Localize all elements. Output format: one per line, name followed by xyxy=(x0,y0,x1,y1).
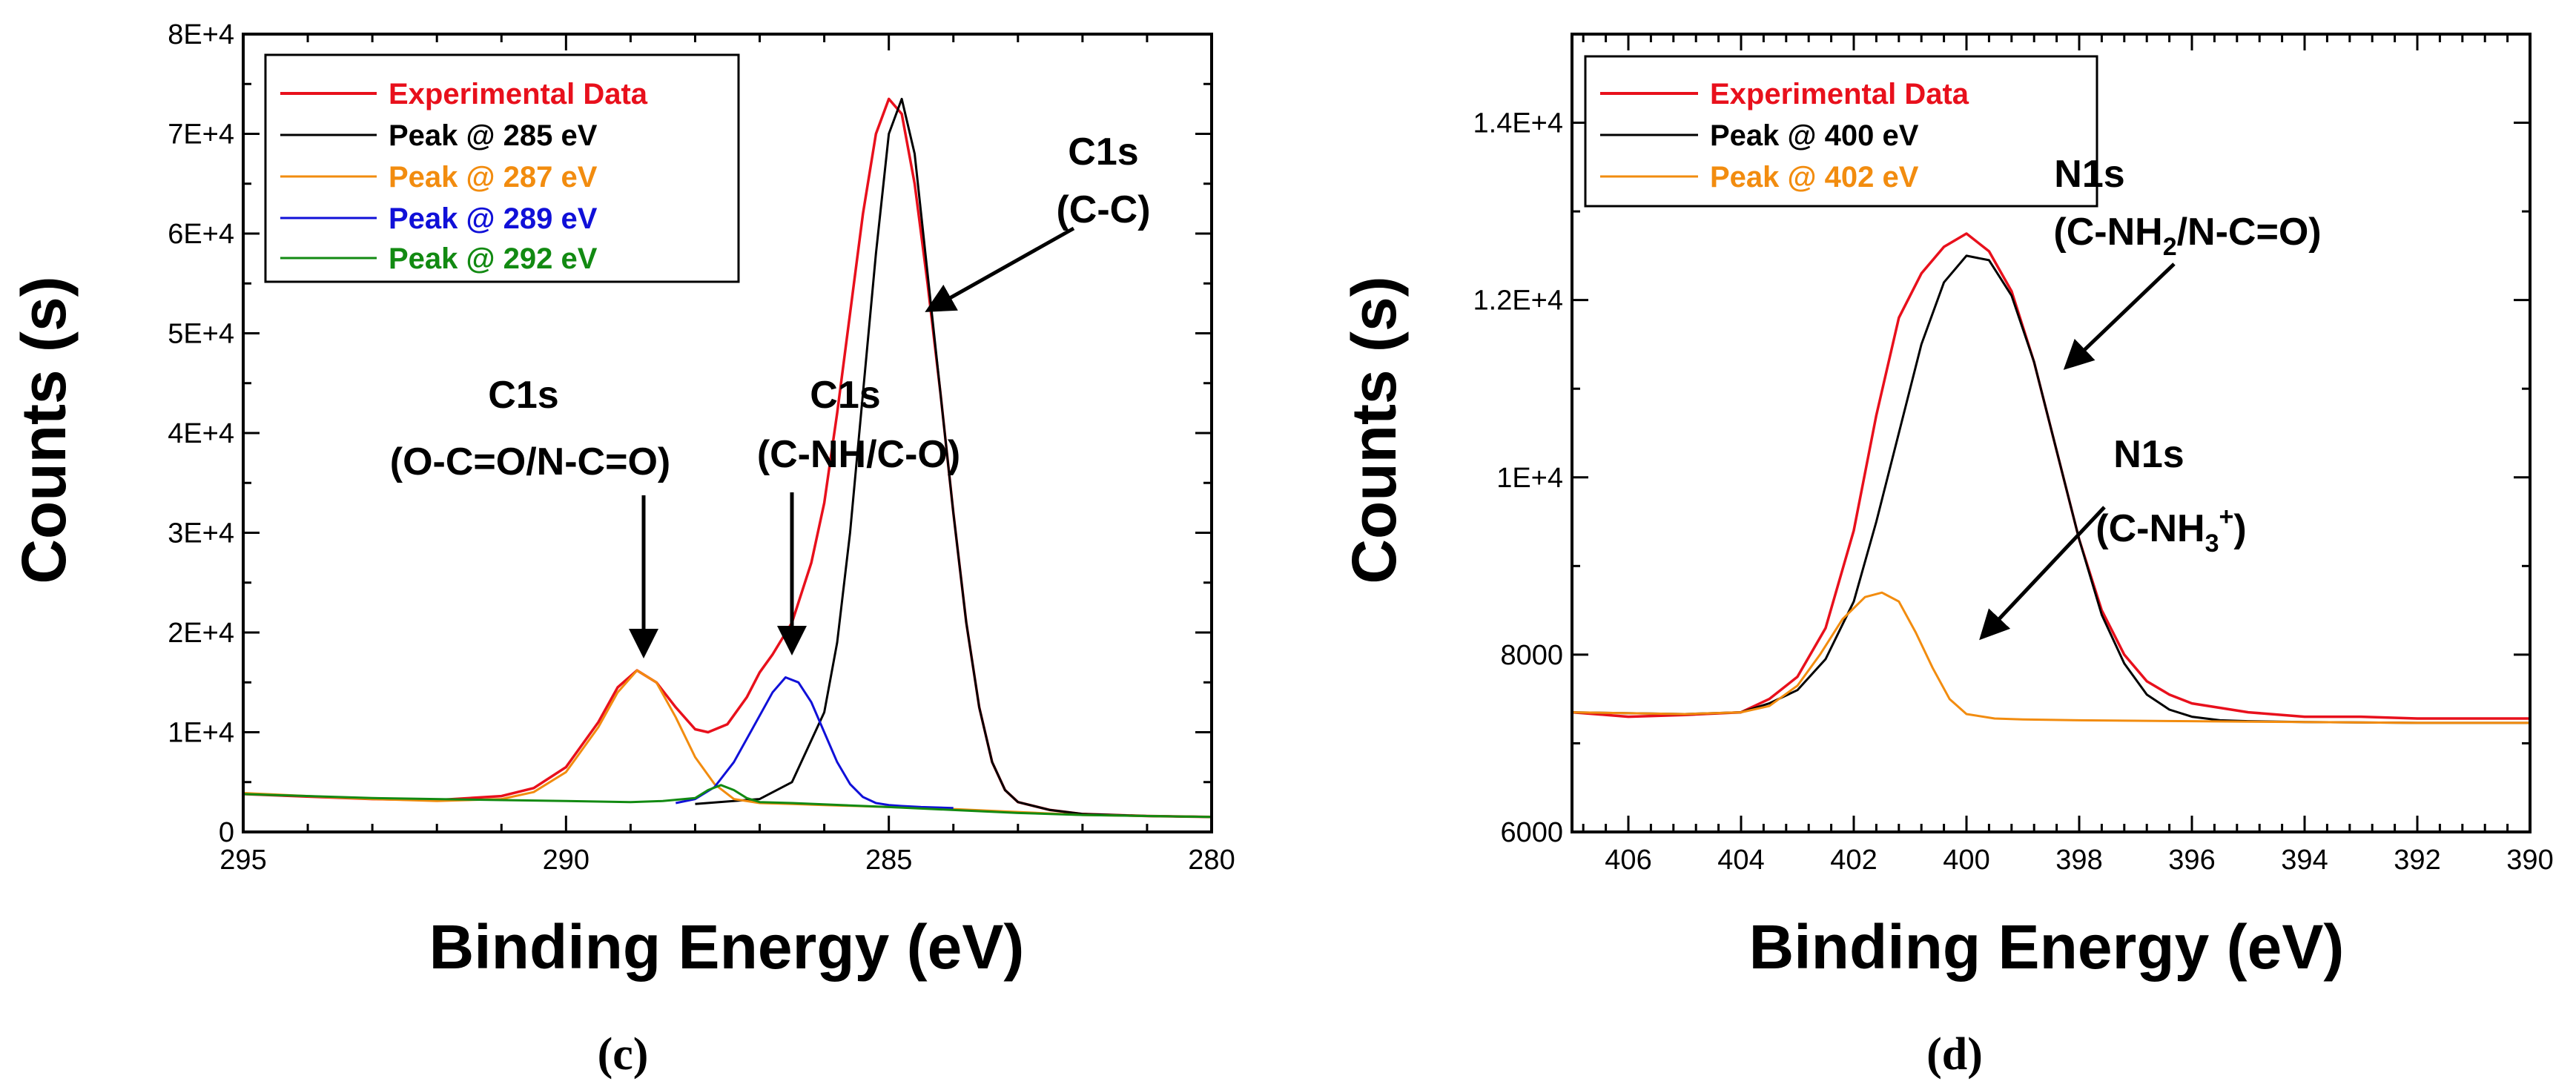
y-tick-label: 1.2E+4 xyxy=(1473,285,1564,317)
legend-label-peak-285: Peak @ 285 eV xyxy=(389,119,598,152)
annotation-c1s-oco-line1: C1s xyxy=(488,374,558,417)
annotation-c1s-cnh-line2: (C-NH/C-O) xyxy=(757,433,960,476)
x-tick-label: 392 xyxy=(2394,845,2440,876)
series-line-peak-289-ev xyxy=(675,676,954,810)
legend-label-experimental: Experimental Data xyxy=(1710,78,1969,110)
x-tick-label: 295 xyxy=(219,845,266,876)
legend-label-peak-289: Peak @ 289 eV xyxy=(389,202,598,235)
y-tick-label: 1E+4 xyxy=(168,718,234,749)
y-tick-label: 8E+4 xyxy=(168,19,234,50)
series-line-experimental-data xyxy=(1572,232,2530,720)
x-axis-label: Binding Energy (eV) xyxy=(1749,912,2345,982)
y-tick-label: 0 xyxy=(219,817,234,848)
y-tick-label: 6E+4 xyxy=(168,219,234,250)
y-tick-label: 1E+4 xyxy=(1496,463,1563,494)
plot-frame xyxy=(1571,33,2532,833)
legend: Experimental Data Peak @ 400 eV Peak @ 4… xyxy=(1584,55,2098,208)
legend-label-peak-402: Peak @ 402 eV xyxy=(1710,161,1919,194)
legend-box xyxy=(264,53,740,283)
y-tick-label: 3E+4 xyxy=(168,518,234,549)
y-tick-label: 1.4E+4 xyxy=(1473,108,1564,139)
panel-label: (d) xyxy=(1926,1029,1983,1080)
x-tick-label: 398 xyxy=(2055,845,2102,876)
x-tick-label: 404 xyxy=(1717,845,1764,876)
annotation-c1s-cc-line1: C1s xyxy=(1068,131,1138,174)
x-tick-label: 406 xyxy=(1605,845,1651,876)
legend-label-peak-287: Peak @ 287 eV xyxy=(389,161,598,194)
legend-box xyxy=(1584,55,2098,208)
annotation-c1s-oco-line2: (O-C=O/N-C=O) xyxy=(390,440,670,483)
legend: Experimental Data Peak @ 285 eV Peak @ 2… xyxy=(264,53,740,283)
annotation-n1s-amine-line1: N1s xyxy=(2113,433,2184,476)
series-line-peak-287-ev xyxy=(243,669,1212,819)
annotation-arrow-n1s-amide xyxy=(2063,262,2176,370)
x-tick-label: 402 xyxy=(1830,845,1877,876)
x-tick-label: 400 xyxy=(1943,845,1989,876)
series-line-peak-402-ev xyxy=(1572,591,2530,724)
x-tick-label: 390 xyxy=(2506,845,2553,876)
x-tick-label: 396 xyxy=(2168,845,2215,876)
series-line-peak-285-ev xyxy=(695,97,1212,819)
legend-label-experimental: Experimental Data xyxy=(389,78,648,110)
annotation-n1s-amine-line2: (C-NH3+) xyxy=(2096,503,2246,558)
y-tick-label: 8000 xyxy=(1500,640,1563,671)
y-axis-label: Counts (s) xyxy=(9,276,79,584)
series-line-peak-400-ev xyxy=(1572,254,2530,724)
x-tick-label: 280 xyxy=(1188,845,1235,876)
y-tick-label: 2E+4 xyxy=(168,618,234,649)
y-tick-label: 5E+4 xyxy=(168,319,234,350)
annotation-n1s-amide-line2: (C-NH2/N-C=O) xyxy=(2053,211,2321,261)
chart-panel-d: 406 404 402 400 398 396 394 392 390 6000 8000 1E+4 1… xyxy=(1339,33,2554,1080)
y-tick-label: 4E+4 xyxy=(168,418,234,449)
y-tick-label: 7E+4 xyxy=(168,119,234,151)
x-tick-label: 285 xyxy=(865,845,912,876)
series-line-peak-292-ev xyxy=(243,784,1212,819)
legend-label-peak-400: Peak @ 400 eV xyxy=(1710,119,1919,152)
annotation-n1s-amide-line1: N1s xyxy=(2054,153,2124,196)
x-tick-label: 290 xyxy=(543,845,589,876)
legend-label-peak-292: Peak @ 292 eV xyxy=(389,242,598,275)
annotation-c1s-cnh-line1: C1s xyxy=(810,374,880,417)
panel-label: (c) xyxy=(598,1029,649,1080)
y-axis-label: Counts (s) xyxy=(1339,276,1409,584)
y-tick-label: 6000 xyxy=(1500,817,1563,848)
annotation-c1s-cc-line2: (C-C) xyxy=(1056,188,1150,231)
annotation-arrow-n1s-amine xyxy=(1979,506,2106,641)
annotation-arrow-c1s-cc xyxy=(925,226,1075,312)
chart-panel-c: 295 290 285 280 0 1E+4 2E+4 3E+4 4E+4 5E+4 6E+4 7E+… xyxy=(9,19,1235,1080)
x-tick-label: 394 xyxy=(2281,845,2328,876)
x-axis-label: Binding Energy (eV) xyxy=(429,912,1025,982)
